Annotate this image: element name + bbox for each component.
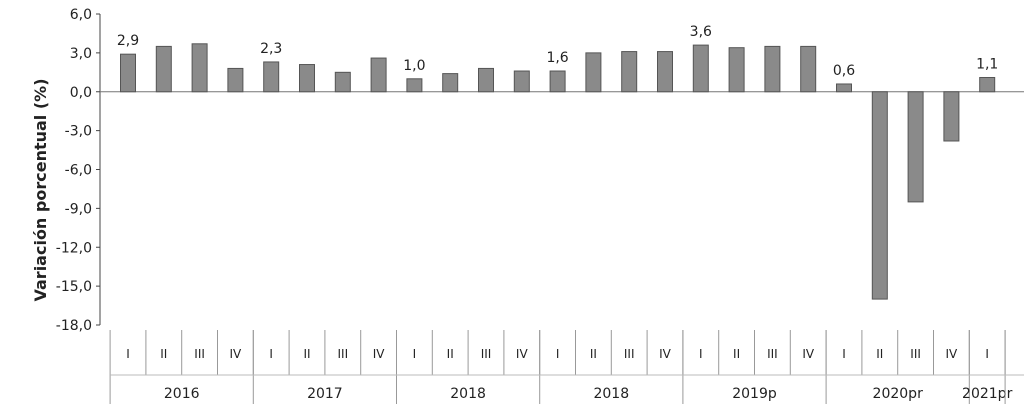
bar [657, 51, 673, 93]
x-group-label: 2020pr [873, 386, 924, 402]
y-tick-label: -12,0 [56, 240, 92, 256]
y-tick-label: -6,0 [65, 163, 92, 179]
data-label: 1,6 [546, 50, 568, 66]
bar [370, 57, 387, 93]
data-labels: 2,9 2,3 1,0 1,6 3,6 0,6 1,1 [117, 24, 998, 79]
x-tick-label: II [447, 347, 454, 361]
bar [406, 78, 423, 93]
x-tick-label: IV [516, 347, 529, 361]
bar [800, 45, 817, 93]
y-tick-label: -9,0 [65, 201, 92, 217]
x-tick-label: III [767, 347, 778, 361]
bar [979, 76, 996, 93]
x-tick-label: I [842, 347, 846, 361]
y-tick-label: -3,0 [65, 124, 92, 140]
x-tick-label: II [876, 347, 883, 361]
bar [621, 51, 638, 93]
x-tick-label: I [985, 347, 989, 361]
x-tick-label: I [699, 347, 703, 361]
y-tick-label: 0,0 [70, 85, 92, 101]
x-tick-label: IV [659, 347, 672, 361]
x-tick-label: I [556, 347, 560, 361]
y-axis: 6,0 3,0 0,0 -3,0 -6,0 -9,0 -12,0 -15,0 -18,0 [56, 7, 1024, 334]
bar [585, 52, 602, 93]
bar [513, 70, 530, 93]
x-group-label: 2021pr [962, 386, 1013, 402]
x-tick-label: II [733, 347, 740, 361]
y-axis-label: Variación porcentual (%) [31, 78, 50, 301]
bar [263, 61, 280, 93]
x-tick-label: I [269, 347, 273, 361]
x-group-label: 2017 [307, 386, 343, 402]
bar [442, 73, 459, 93]
x-tick-label: II [303, 347, 310, 361]
bar [907, 91, 924, 203]
y-tick-label: -15,0 [56, 279, 92, 295]
bar [871, 91, 888, 300]
bar [155, 45, 172, 93]
data-label: 0,6 [833, 63, 855, 79]
x-group-label: 2018 [450, 386, 486, 402]
x-tick-label: III [194, 347, 205, 361]
x-tick-label: III [481, 347, 492, 361]
x-tick-label: I [126, 347, 130, 361]
data-label: 2,9 [117, 33, 139, 49]
x-tick-label: III [624, 347, 635, 361]
bar [549, 70, 566, 93]
bar [692, 44, 709, 93]
x-tick-label: IV [802, 347, 815, 361]
data-label: 1,1 [976, 56, 998, 72]
bar [764, 45, 781, 93]
bar [299, 64, 315, 93]
x-group-label: 2018 [593, 386, 629, 402]
bar [334, 71, 351, 93]
bar [227, 67, 244, 93]
data-label: 3,6 [690, 24, 712, 40]
y-tick-label: 3,0 [70, 46, 92, 62]
data-label: 2,3 [260, 41, 282, 57]
bar [478, 67, 494, 93]
bar [191, 43, 208, 93]
bar [943, 91, 960, 142]
y-tick-label: -18,0 [56, 318, 92, 334]
x-group-label: 2016 [164, 386, 200, 402]
x-tick-label: III [910, 347, 921, 361]
x-tick-label: I [413, 347, 417, 361]
y-tick-label: 6,0 [70, 7, 92, 23]
x-tick-label: IV [230, 347, 243, 361]
x-tick-label: III [337, 347, 348, 361]
x-group-label: 2019p [732, 386, 777, 402]
x-tick-label: IV [946, 347, 959, 361]
x-axis: I II III IV I II III IV I II III IV I II III IV I II III IV… [109, 330, 1024, 404]
x-tick-label: IV [373, 347, 386, 361]
bar [836, 83, 852, 93]
bars [120, 43, 996, 300]
bar [728, 47, 745, 93]
bar [120, 53, 136, 93]
x-tick-label: II [160, 347, 167, 361]
x-tick-label: II [590, 347, 597, 361]
data-label: 1,0 [403, 58, 425, 74]
